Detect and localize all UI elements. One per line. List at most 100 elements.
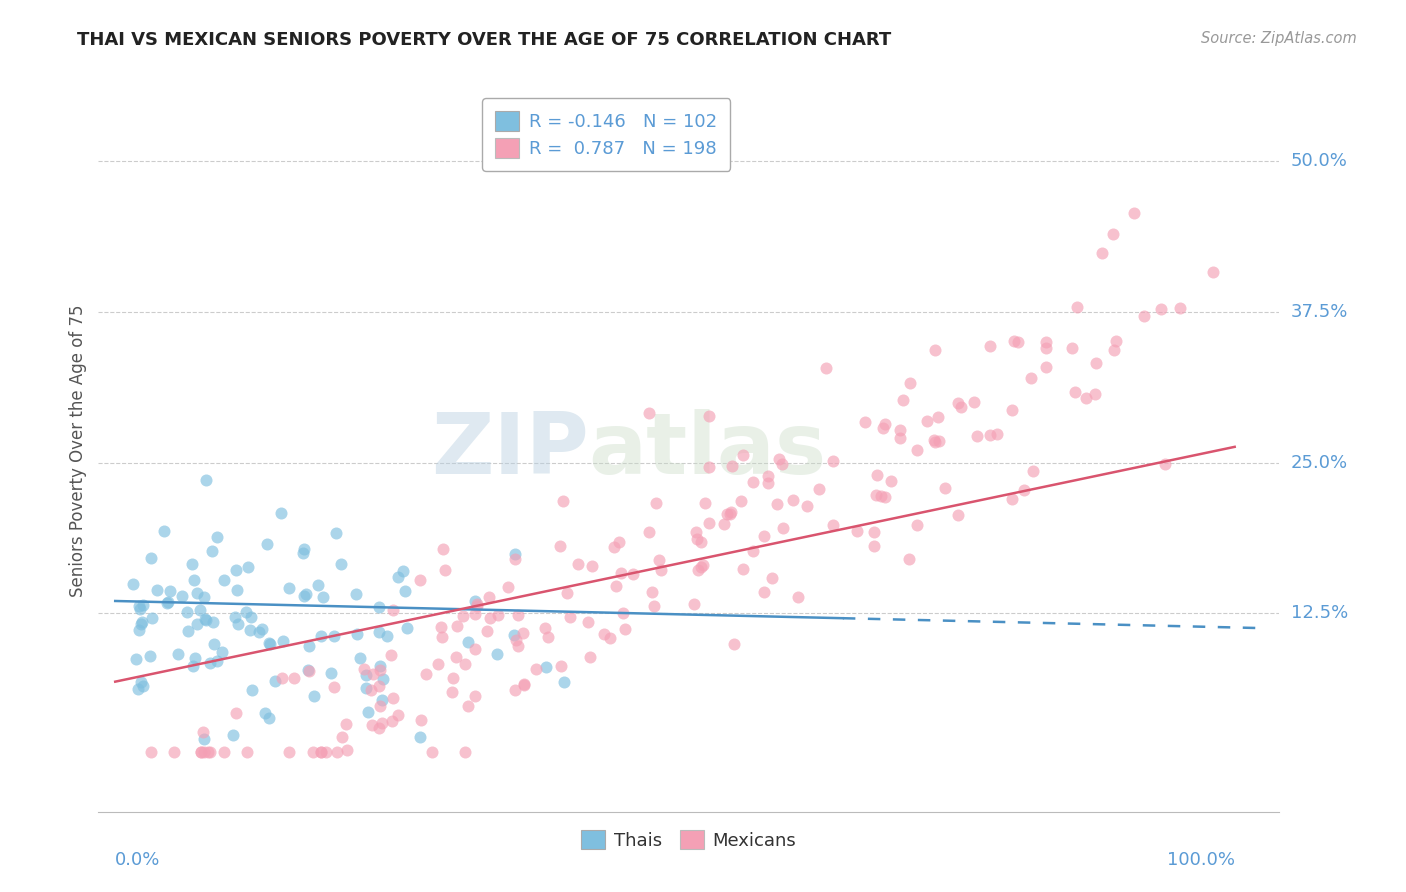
Point bbox=[346, 627, 368, 641]
Text: THAI VS MEXICAN SENIORS POVERTY OVER THE AGE OF 75 CORRELATION CHART: THAI VS MEXICAN SENIORS POVERTY OVER THE… bbox=[77, 31, 891, 49]
Point bbox=[259, 636, 281, 650]
Point bbox=[380, 648, 402, 662]
Point bbox=[567, 557, 589, 571]
Point bbox=[685, 524, 707, 539]
Point bbox=[478, 611, 501, 625]
Point bbox=[553, 494, 575, 508]
Point bbox=[163, 744, 186, 758]
Point bbox=[371, 715, 394, 730]
Point bbox=[1201, 265, 1223, 279]
Point bbox=[240, 682, 263, 697]
Point bbox=[409, 713, 432, 727]
Text: 100.0%: 100.0% bbox=[1167, 851, 1234, 869]
Point bbox=[235, 744, 257, 758]
Point bbox=[309, 744, 332, 758]
Point bbox=[721, 459, 744, 474]
Point bbox=[186, 617, 208, 632]
Point bbox=[699, 516, 721, 531]
Point bbox=[291, 546, 314, 560]
Point bbox=[716, 507, 738, 521]
Point bbox=[905, 518, 928, 533]
Text: 12.5%: 12.5% bbox=[1291, 604, 1348, 622]
Point bbox=[917, 414, 939, 428]
Point bbox=[948, 508, 970, 522]
Point bbox=[451, 608, 474, 623]
Point bbox=[650, 563, 672, 577]
Point bbox=[612, 607, 634, 621]
Point bbox=[193, 591, 215, 605]
Point bbox=[1019, 371, 1042, 385]
Point bbox=[1063, 385, 1085, 400]
Point bbox=[330, 731, 353, 745]
Point bbox=[235, 605, 257, 619]
Point bbox=[128, 599, 150, 613]
Point bbox=[1168, 301, 1191, 316]
Point bbox=[1133, 309, 1156, 323]
Point bbox=[464, 607, 486, 621]
Point bbox=[889, 431, 911, 445]
Point bbox=[496, 580, 519, 594]
Point bbox=[512, 626, 534, 640]
Point bbox=[853, 415, 876, 429]
Point bbox=[754, 584, 776, 599]
Point bbox=[387, 708, 409, 723]
Point bbox=[609, 534, 631, 549]
Point bbox=[129, 602, 152, 616]
Point bbox=[368, 658, 391, 673]
Point bbox=[478, 590, 501, 604]
Point bbox=[950, 400, 973, 414]
Point bbox=[441, 671, 464, 685]
Point bbox=[250, 623, 273, 637]
Point bbox=[159, 583, 181, 598]
Point bbox=[131, 615, 153, 629]
Point bbox=[979, 339, 1001, 353]
Point bbox=[550, 659, 572, 673]
Point bbox=[368, 600, 391, 615]
Point bbox=[579, 650, 602, 665]
Point bbox=[278, 744, 301, 758]
Point bbox=[211, 645, 233, 659]
Point bbox=[139, 744, 162, 758]
Point bbox=[319, 665, 342, 680]
Point bbox=[322, 629, 344, 643]
Point bbox=[190, 744, 212, 758]
Point bbox=[814, 360, 837, 375]
Point bbox=[373, 672, 395, 686]
Point bbox=[201, 615, 224, 629]
Point bbox=[534, 660, 557, 674]
Point bbox=[420, 744, 443, 758]
Point bbox=[786, 591, 808, 605]
Point bbox=[295, 586, 318, 600]
Point bbox=[465, 597, 488, 611]
Point bbox=[872, 421, 894, 435]
Point bbox=[127, 681, 149, 696]
Point bbox=[683, 597, 706, 611]
Point bbox=[225, 563, 247, 577]
Point bbox=[924, 343, 946, 357]
Point bbox=[361, 667, 384, 681]
Point bbox=[464, 689, 486, 703]
Point bbox=[444, 650, 467, 665]
Point bbox=[1150, 302, 1173, 317]
Point bbox=[270, 506, 292, 520]
Point bbox=[948, 396, 970, 410]
Point bbox=[924, 435, 946, 450]
Point bbox=[191, 725, 214, 739]
Point bbox=[312, 590, 335, 604]
Point bbox=[821, 454, 844, 468]
Point bbox=[394, 584, 416, 599]
Point bbox=[183, 573, 205, 587]
Point bbox=[432, 630, 454, 644]
Point bbox=[170, 590, 193, 604]
Point bbox=[772, 521, 794, 535]
Point bbox=[457, 634, 479, 648]
Point bbox=[733, 562, 755, 576]
Point bbox=[752, 529, 775, 543]
Point bbox=[354, 681, 377, 695]
Point bbox=[432, 541, 454, 556]
Point bbox=[253, 706, 276, 721]
Point bbox=[465, 599, 488, 614]
Point bbox=[693, 496, 716, 510]
Point bbox=[409, 730, 432, 744]
Point bbox=[202, 637, 225, 651]
